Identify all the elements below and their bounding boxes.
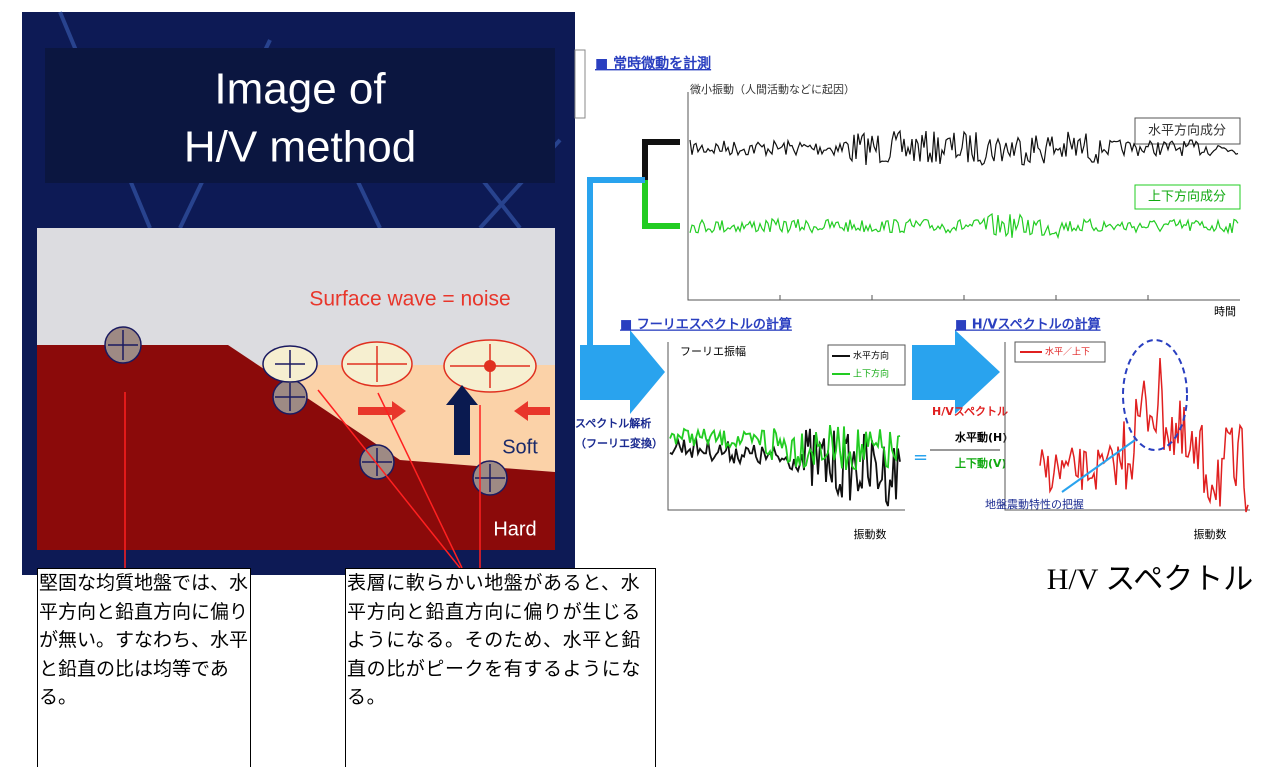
hard-label: Hard	[493, 518, 536, 540]
x-label: 振動数	[854, 527, 887, 541]
x-label: 振動数	[1194, 527, 1227, 541]
horizontal-label: 水平方向成分	[1148, 123, 1226, 139]
callout: 堅固な均質地盤では、水平方向と鉛直方向に偏りが無い。すなわち、水平と鉛直の比は均…	[37, 568, 251, 767]
method-label: スペクトル解析	[575, 416, 651, 430]
legend-label: 上下方向	[853, 368, 889, 380]
legend-label: 水平／上下	[1045, 346, 1090, 358]
method-label: （フーリエ変換）	[575, 436, 663, 450]
ratio-title: H/Vスペクトル	[932, 405, 1008, 418]
caption: H/V スペクトル	[1047, 563, 1254, 596]
slide-title: H/V method	[184, 123, 416, 172]
step-heading: ■ フーリエスペクトルの計算	[620, 317, 792, 333]
numerator: 水平動(H)	[955, 430, 1007, 444]
y-label: フーリエ振幅	[680, 344, 746, 358]
vertical-label: 上下方向成分	[1148, 189, 1226, 205]
legend-label: 水平方向	[853, 350, 889, 362]
peak-highlight	[1123, 340, 1187, 450]
slide-title: Image of	[214, 65, 386, 114]
soft-label: Soft	[502, 436, 538, 458]
waveform	[690, 214, 1238, 238]
axis-ticks	[780, 295, 1148, 300]
denominator: 上下動(V)	[955, 456, 1007, 470]
waveform	[1040, 358, 1248, 512]
frame	[575, 50, 585, 118]
note-pointer	[1062, 440, 1135, 492]
connector	[590, 180, 645, 360]
callout: 表層に軟らかい地盤があると、水平方向と鉛直方向に偏りが生じるようになる。そのため…	[345, 568, 656, 767]
flow-arrow	[912, 330, 1000, 414]
step-heading: ■ 常時微動を計測	[595, 55, 711, 72]
step-heading: ■ H/Vスペクトルの計算	[955, 317, 1101, 333]
waveform	[670, 425, 900, 470]
surface-wave-label: Surface wave = noise	[309, 288, 510, 311]
note: 地盤震動特性の把握	[985, 497, 1084, 511]
equals: =	[913, 447, 928, 468]
axis	[1005, 342, 1250, 510]
signal-label: 微小振動（人間活動などに起因）	[690, 82, 855, 96]
connector	[645, 142, 680, 180]
x-label: 時間	[1214, 305, 1236, 318]
page: Image of H/V method Surface wave = noise…	[0, 0, 1278, 767]
connector	[645, 180, 680, 226]
